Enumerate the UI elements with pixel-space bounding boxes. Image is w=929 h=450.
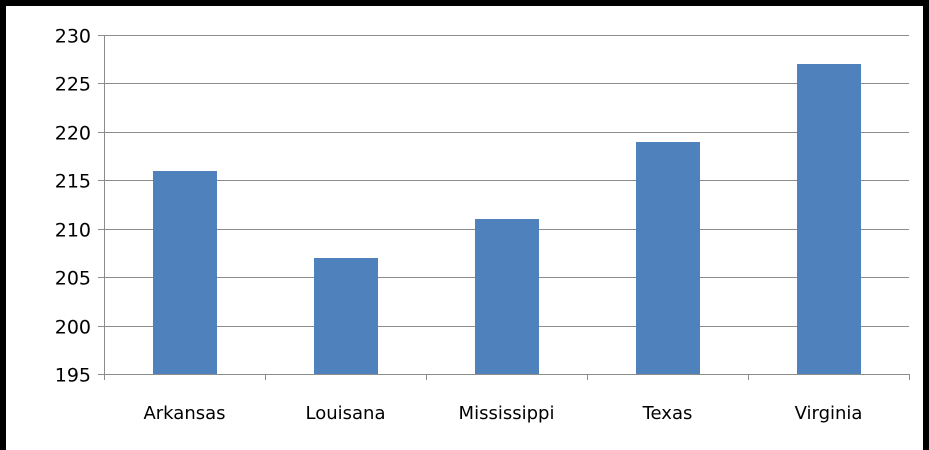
bar-texas	[636, 142, 700, 374]
y-tick-label: 215	[55, 171, 91, 193]
bars	[153, 64, 861, 374]
bar-virginia	[797, 64, 861, 374]
axes	[98, 35, 910, 380]
y-tick-label: 195	[55, 365, 91, 387]
y-tick-label: 210	[55, 220, 91, 242]
x-category-label: Arkansas	[143, 403, 225, 424]
x-category-label: Virginia	[795, 403, 863, 424]
bar-louisana	[314, 258, 378, 374]
bar-mississippi	[475, 219, 539, 374]
y-tick-label: 220	[55, 123, 91, 145]
x-category-label: Mississippi	[459, 403, 555, 424]
bar-arkansas	[153, 171, 217, 374]
x-category-label: Texas	[642, 403, 693, 424]
y-tick-label: 225	[55, 74, 91, 96]
x-category-label: Louisana	[306, 403, 386, 424]
y-tick-label: 200	[55, 317, 91, 339]
y-tick-labels: 195 200 205 210 215 220 225 230	[55, 26, 91, 387]
x-category-labels: Arkansas Louisana Mississippi Texas Virginia	[143, 403, 862, 424]
y-tick-label: 230	[55, 26, 91, 48]
y-tick-label: 205	[55, 268, 91, 290]
